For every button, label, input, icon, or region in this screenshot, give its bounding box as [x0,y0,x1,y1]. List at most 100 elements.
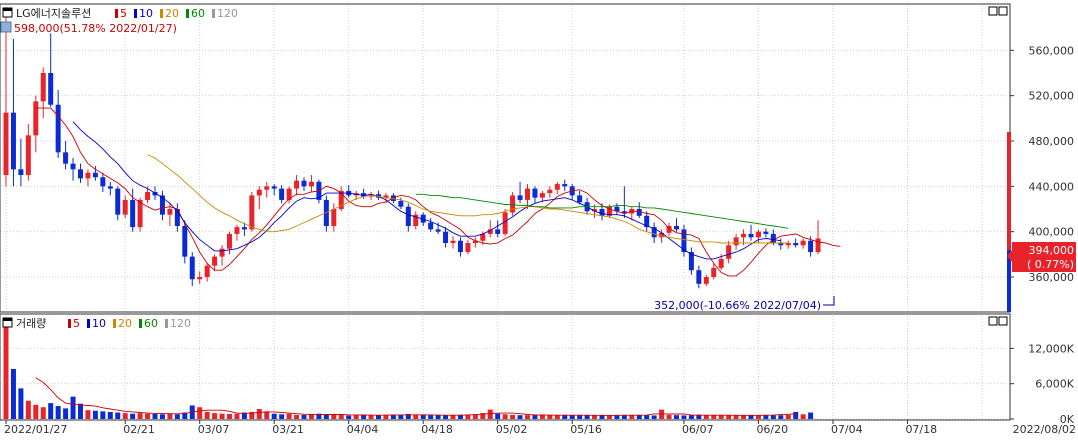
volume-bar [115,412,121,419]
candle-body [472,240,478,243]
ma-line-20 [147,154,789,244]
volume-bar [152,413,158,419]
volume-bar [480,413,486,419]
volume-bar [338,414,344,419]
price-pane-restore-button[interactable] [988,6,998,16]
volume-bar [420,414,426,419]
volume-bar [361,414,367,419]
candle-body [428,222,434,230]
volume-bar [182,412,188,419]
candle-body [361,193,367,197]
candle-body [733,237,739,246]
volume-pane-frame [0,313,1011,421]
candle-body [100,177,106,187]
price-tick-label: 360,000 [1029,271,1075,284]
candle-body [331,209,337,226]
candle-body [383,195,389,198]
candle-body [465,243,471,253]
date-tick-label: 06/20 [756,423,788,436]
date-tick-label: 04/18 [421,423,453,436]
volume-y-axis: 0K 6,000K 12,000K [1010,342,1075,426]
legend-swatch [160,9,163,18]
ma-line-60 [415,193,789,229]
volume-bar [308,414,314,419]
price-pane-frame [0,3,1011,313]
volume-bar [666,414,672,419]
volume-bar [472,414,478,419]
volume-bar [547,415,553,419]
volume-bar [726,415,732,419]
volume-bar [644,415,650,419]
price-pane-close-button[interactable] [998,6,1008,16]
candle-body [122,199,128,215]
volume-bar [405,413,411,419]
candle-body [532,188,538,198]
candle-body [63,152,69,164]
volume-pane-restore-button[interactable] [988,316,998,326]
candle-body [398,201,404,207]
candle-body [606,206,612,216]
legend-label: 60 [191,7,205,20]
legend-label: 10 [139,7,153,20]
current-price-arrow [1007,250,1012,262]
candle-body [189,256,195,280]
volume-bar [413,414,419,419]
candle-body [390,195,396,202]
legend-label: 20 [118,317,132,330]
volume-bar [48,403,54,419]
volume-bar [539,415,545,419]
volume-pane-close-button[interactable] [998,316,1008,326]
candle-body [651,227,657,238]
candle-body [703,277,709,284]
candle-body [107,186,113,189]
volume-bar [748,415,754,419]
volume-bar [681,415,687,419]
grid-lines [1,5,1009,420]
volume-bar [212,413,218,419]
candle-body [55,104,61,153]
volume-bar [688,415,694,419]
ma-line-10 [72,121,781,260]
candle-body [294,180,300,189]
candle-body [301,180,307,187]
candle-body [212,256,218,266]
volume-bar [219,413,225,419]
candle-body [681,229,687,253]
candle-body [137,199,143,228]
volume-bar [25,400,31,419]
candle-body [3,112,9,175]
candle-body [159,195,165,215]
candle-body [197,277,203,280]
candle-body [688,252,694,271]
legend-label: 60 [144,317,158,330]
legend-label: 120 [170,317,191,330]
legend-label: 5 [73,317,80,330]
volume-bar [785,414,791,419]
chart-control-icon[interactable] [0,21,12,33]
candle-body [495,229,501,234]
volume-bar [279,414,285,419]
candle-body [711,267,717,277]
volume-bar [435,415,441,419]
candle-body [562,184,568,187]
volume-bar [763,415,769,419]
volume-bar [495,413,501,419]
volume-bar [577,415,583,419]
volume-bar [264,411,270,419]
candle-body [40,73,46,102]
candle-body [279,188,285,200]
candle-body [227,233,232,249]
candle-body [413,214,419,226]
volume-bar [554,415,560,419]
price-tick-label: 480,000 [1029,135,1075,148]
candle-body [219,248,225,257]
volume-bar [778,415,784,419]
volume-bar [651,415,657,419]
candle-body [204,265,210,277]
candle-body [815,238,821,253]
date-tick-label: 02/21 [123,423,155,436]
volume-bar [711,415,717,419]
legend-label: 20 [165,7,179,20]
candle-body [748,233,754,238]
legend-swatch [115,9,118,18]
